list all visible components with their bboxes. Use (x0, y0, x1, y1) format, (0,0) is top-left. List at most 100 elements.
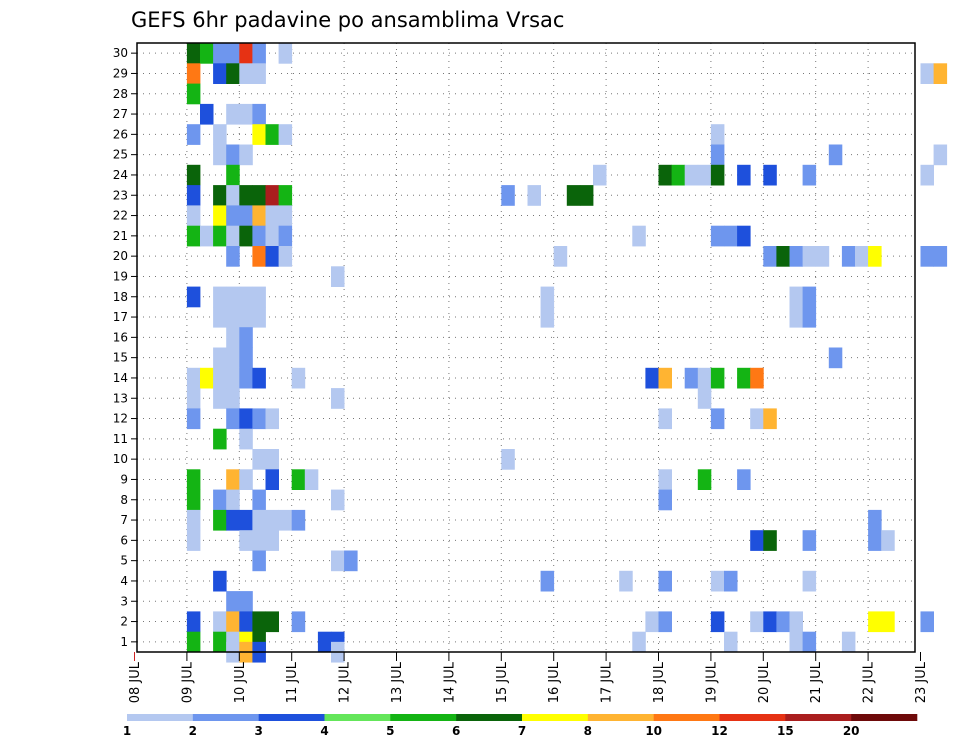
y-tick-label: 1 (120, 635, 128, 649)
precip-cell (213, 306, 227, 328)
precipitation-cells (186, 43, 948, 663)
precip-cell (226, 591, 240, 612)
precip-cell (226, 225, 240, 247)
precip-cell (789, 306, 803, 328)
precip-cell (265, 509, 279, 531)
precip-cell (200, 225, 214, 247)
precip-cell (750, 611, 764, 633)
precip-cell (213, 611, 227, 633)
precip-cell (252, 550, 266, 572)
legend-label: 10 (645, 724, 662, 738)
precip-cell (278, 225, 293, 247)
precip-cell (645, 367, 659, 389)
precip-cell (239, 43, 253, 64)
precip-cell (868, 530, 882, 551)
precip-cell (226, 469, 240, 490)
precip-cell (278, 509, 293, 531)
precip-cell (186, 530, 201, 551)
precip-cell (252, 43, 266, 64)
precip-cell (186, 489, 201, 511)
precip-cell (186, 509, 201, 531)
legend-swatch (719, 714, 786, 721)
precip-cell (697, 388, 712, 409)
precip-cell (226, 205, 240, 227)
precip-cell (186, 164, 201, 186)
x-tick-label: 12 JUL (338, 661, 353, 703)
precip-cell (933, 246, 948, 267)
precip-cell (239, 469, 253, 490)
precip-cell (239, 144, 253, 166)
precip-cell (933, 63, 948, 84)
precip-cell (252, 63, 266, 84)
legend-label: 6 (452, 724, 460, 738)
precip-cell (331, 550, 345, 572)
precip-cell (265, 469, 279, 490)
precip-cell (265, 246, 279, 267)
precip-cell (331, 489, 345, 511)
precip-cell (697, 469, 712, 490)
chart-title: GEFS 6hr padavine po ansamblima Vrsac (131, 8, 564, 32)
precip-cell (213, 43, 227, 64)
y-tick-label: 6 (120, 533, 128, 547)
x-tick-label: 20 JUL (757, 661, 772, 703)
y-tick-label: 22 (113, 209, 128, 223)
y-tick-label: 2 (120, 615, 128, 629)
precip-cell (213, 347, 227, 369)
precip-cell (226, 286, 240, 308)
precip-cell (802, 570, 817, 592)
precip-cell (566, 185, 581, 206)
precip-cell (763, 611, 777, 633)
precip-cell (239, 591, 253, 612)
precip-cell (226, 246, 240, 267)
x-tick-label: 23 JUL (914, 661, 929, 703)
precip-cell (763, 530, 777, 551)
precip-cell (239, 225, 253, 247)
precip-cell (213, 570, 227, 592)
precip-cell (802, 530, 817, 551)
x-tick-label: 08 JUL (128, 661, 143, 703)
precip-cell (186, 205, 201, 227)
plot-grid (137, 43, 915, 652)
precip-cell (252, 489, 266, 511)
legend-label: 4 (320, 724, 328, 738)
precip-cell (527, 185, 541, 206)
precip-cell (868, 611, 882, 633)
precip-cell (226, 408, 240, 430)
precip-cell (200, 367, 214, 389)
precip-cell (265, 185, 279, 206)
precip-cell (252, 185, 266, 206)
legend-swatch (522, 714, 589, 721)
precip-cell (252, 124, 266, 145)
precip-cell (737, 469, 751, 490)
precip-cell (658, 611, 672, 633)
y-tick-label: 29 (113, 66, 128, 80)
precip-cell (226, 63, 240, 84)
y-tick-label: 15 (113, 351, 128, 365)
precip-cell (632, 225, 646, 247)
precip-cell (186, 225, 201, 247)
precip-cell (697, 164, 712, 186)
precip-cell (750, 408, 764, 430)
legend-label: 12 (711, 724, 728, 738)
precip-cell (868, 246, 882, 267)
precip-cell (304, 469, 319, 490)
x-tick-label: 15 JUL (495, 661, 510, 703)
precip-cell (920, 164, 934, 186)
precip-cell (802, 286, 817, 308)
y-tick-label: 20 (113, 249, 128, 263)
precip-cell (291, 611, 306, 633)
precip-cell (226, 509, 240, 531)
legend-swatch (456, 714, 523, 721)
precip-cell (540, 570, 555, 592)
precip-cell (265, 530, 279, 551)
y-tick-label: 26 (113, 127, 128, 141)
precip-cell (252, 225, 266, 247)
precip-cell (186, 631, 201, 653)
precip-cell (776, 246, 790, 267)
precip-cell (776, 611, 790, 633)
y-tick-label: 23 (113, 188, 128, 202)
y-tick-label: 19 (113, 269, 128, 283)
precip-cell (645, 611, 659, 633)
precip-cell (213, 124, 227, 145)
